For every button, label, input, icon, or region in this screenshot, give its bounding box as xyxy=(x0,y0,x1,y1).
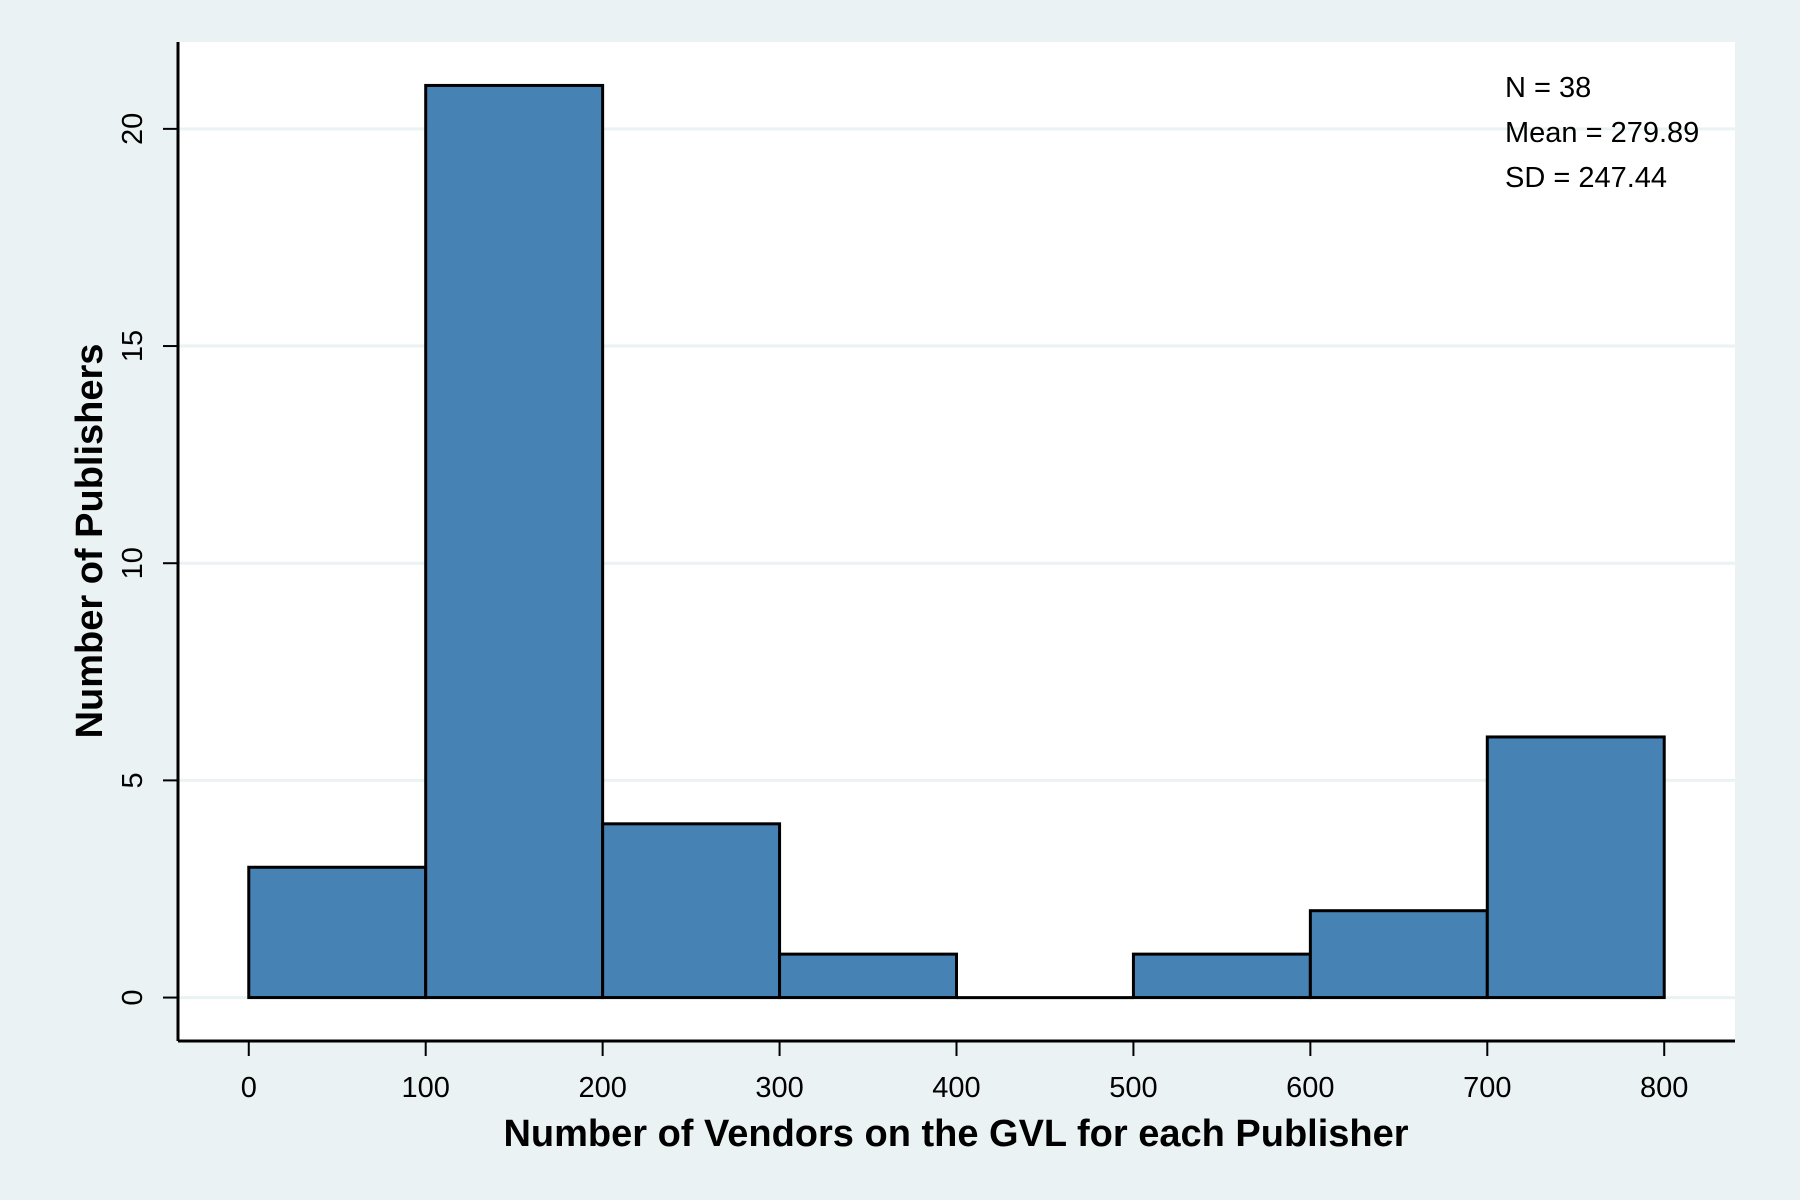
x-tick-label: 100 xyxy=(402,1072,450,1104)
x-tick-label: 500 xyxy=(1109,1072,1157,1104)
x-axis-title: Number of Vendors on the GVL for each Pu… xyxy=(503,1113,1408,1155)
y-tick-label: 10 xyxy=(117,547,149,579)
y-tick-label: 0 xyxy=(117,989,149,1005)
x-tick-label: 800 xyxy=(1640,1072,1688,1104)
bar xyxy=(778,952,958,1000)
x-tick-label: 200 xyxy=(578,1072,626,1104)
y-ticks: 0 5 10 15 20 xyxy=(117,113,178,1006)
x-tick-label: 300 xyxy=(755,1072,803,1104)
y-tick-label: 5 xyxy=(117,772,149,788)
bar xyxy=(1131,952,1312,1000)
bar xyxy=(247,865,428,1000)
bar xyxy=(1308,909,1489,1000)
x-tick-label: 600 xyxy=(1286,1072,1334,1104)
x-ticks: 0 100 200 300 400 500 600 700 800 xyxy=(241,1041,1688,1104)
bar xyxy=(424,83,605,1000)
bar xyxy=(601,822,782,1000)
x-tick-label: 700 xyxy=(1463,1072,1511,1104)
stat-annotation: SD = 247.44 xyxy=(1505,162,1667,194)
y-tick-label: 20 xyxy=(117,113,149,145)
y-tick-label: 15 xyxy=(117,330,149,362)
summary-stats: N = 38 Mean = 279.89 SD = 247.44 xyxy=(1505,72,1699,194)
y-axis-title: Number of Publishers xyxy=(69,344,111,739)
stat-annotation: N = 38 xyxy=(1505,72,1591,104)
x-tick-label: 0 xyxy=(241,1072,257,1104)
bars xyxy=(247,83,1666,1000)
stat-annotation: Mean = 279.89 xyxy=(1505,117,1699,149)
bar xyxy=(1485,735,1666,1000)
x-tick-label: 400 xyxy=(932,1072,980,1104)
